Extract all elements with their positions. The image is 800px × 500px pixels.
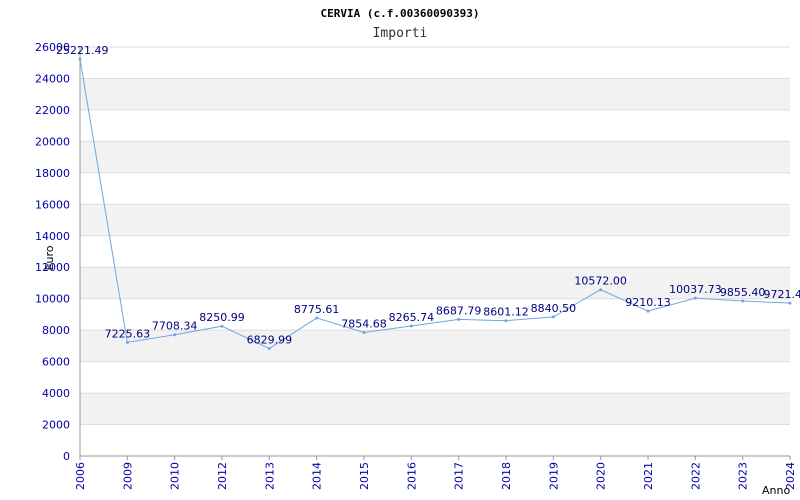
data-label: 10572.00 <box>574 275 627 288</box>
data-point <box>267 347 271 351</box>
data-point <box>173 333 177 337</box>
x-tick-label: 2019 <box>547 462 560 490</box>
y-tick-label: 8000 <box>42 324 70 337</box>
data-label: 10037.73 <box>669 283 722 296</box>
data-point <box>551 315 555 319</box>
x-tick-label: 2018 <box>500 462 513 490</box>
data-label: 8687.79 <box>436 304 482 317</box>
x-tick-label: 2017 <box>453 462 466 490</box>
data-label: 8840.50 <box>531 302 577 315</box>
data-point <box>78 57 82 61</box>
x-tick-label: 2023 <box>737 462 750 490</box>
grid-band <box>80 267 790 299</box>
x-tick-label: 2021 <box>642 462 655 490</box>
x-axis-ticks: 2006 2009 2010 2012 2013 2014 2015 2016 2017 2018… <box>74 456 797 490</box>
data-point <box>693 296 697 300</box>
y-tick-label: 10000 <box>35 293 70 306</box>
x-tick-label: 2015 <box>358 462 371 490</box>
x-tick-label: 2012 <box>216 462 229 490</box>
data-point <box>125 340 129 344</box>
data-label: 9855.40 <box>720 286 766 299</box>
data-points <box>78 57 792 351</box>
data-label: 8601.12 <box>483 306 529 319</box>
data-label: 9721.4 <box>764 288 800 301</box>
y-tick-label: 24000 <box>35 72 70 85</box>
data-label: 8250.99 <box>199 311 245 324</box>
data-label: 25221.49 <box>56 44 109 57</box>
data-point <box>504 319 508 323</box>
data-label: 7225.63 <box>105 327 151 340</box>
data-label: 6829.99 <box>247 334 293 347</box>
chart-title: CERVIA (c.f.00360090393) <box>321 7 480 20</box>
y-axis-label: Euro <box>43 245 56 270</box>
x-tick-label: 2024 <box>784 462 797 490</box>
y-tick-label: 0 <box>63 450 70 463</box>
x-tick-label: 2016 <box>405 462 418 490</box>
grid-band <box>80 330 790 362</box>
y-tick-label: 6000 <box>42 356 70 369</box>
y-tick-label: 22000 <box>35 104 70 117</box>
grid-band <box>80 141 790 173</box>
grid-bands <box>80 78 790 425</box>
data-label: 7854.68 <box>341 317 387 330</box>
data-label: 8775.61 <box>294 303 340 316</box>
x-axis-label: Anno <box>762 484 790 497</box>
data-point <box>646 309 650 313</box>
x-tick-label: 2006 <box>74 462 87 490</box>
y-tick-label: 16000 <box>35 198 70 211</box>
x-tick-label: 2014 <box>311 462 324 490</box>
data-point <box>599 288 603 292</box>
y-tick-label: 18000 <box>35 167 70 180</box>
y-tick-label: 20000 <box>35 135 70 148</box>
y-tick-label: 14000 <box>35 230 70 243</box>
y-tick-label: 4000 <box>42 387 70 400</box>
y-tick-label: 26000 <box>35 41 70 54</box>
data-point <box>788 301 792 305</box>
data-point <box>315 316 319 320</box>
data-label: 8265.74 <box>389 311 435 324</box>
data-point <box>409 324 413 328</box>
series-line <box>79 59 791 350</box>
x-tick-label: 2020 <box>595 462 608 490</box>
y-axis-ticks: 0 2000 4000 6000 8000 10000 12000 14000 16000 180… <box>35 41 70 463</box>
x-tick-label: 2013 <box>263 462 276 490</box>
y-tick-label: 2000 <box>42 419 70 432</box>
data-point <box>220 324 224 328</box>
data-point <box>362 330 366 334</box>
grid-band <box>80 393 790 425</box>
data-point <box>741 299 745 303</box>
data-label: 9210.13 <box>625 296 671 309</box>
y-tick-label: 12000 <box>35 261 70 274</box>
grid-band <box>80 78 790 110</box>
data-label: 7708.34 <box>152 320 198 333</box>
x-tick-label: 2009 <box>121 462 134 490</box>
data-point <box>457 317 461 321</box>
chart-subtitle: Importi <box>373 26 428 41</box>
x-tick-label: 2010 <box>169 462 182 490</box>
x-tick-label: 2022 <box>689 462 702 490</box>
grid-band <box>80 204 790 236</box>
grid-lines <box>80 46 790 457</box>
